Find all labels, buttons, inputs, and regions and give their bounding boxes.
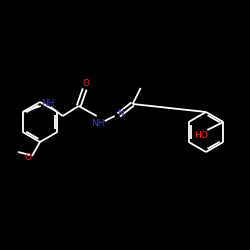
Text: NH: NH (41, 100, 54, 108)
Text: HO: HO (194, 130, 208, 140)
Text: O: O (24, 152, 32, 162)
Text: N: N (117, 108, 124, 118)
Text: NH: NH (91, 118, 104, 128)
Text: O: O (82, 78, 89, 88)
